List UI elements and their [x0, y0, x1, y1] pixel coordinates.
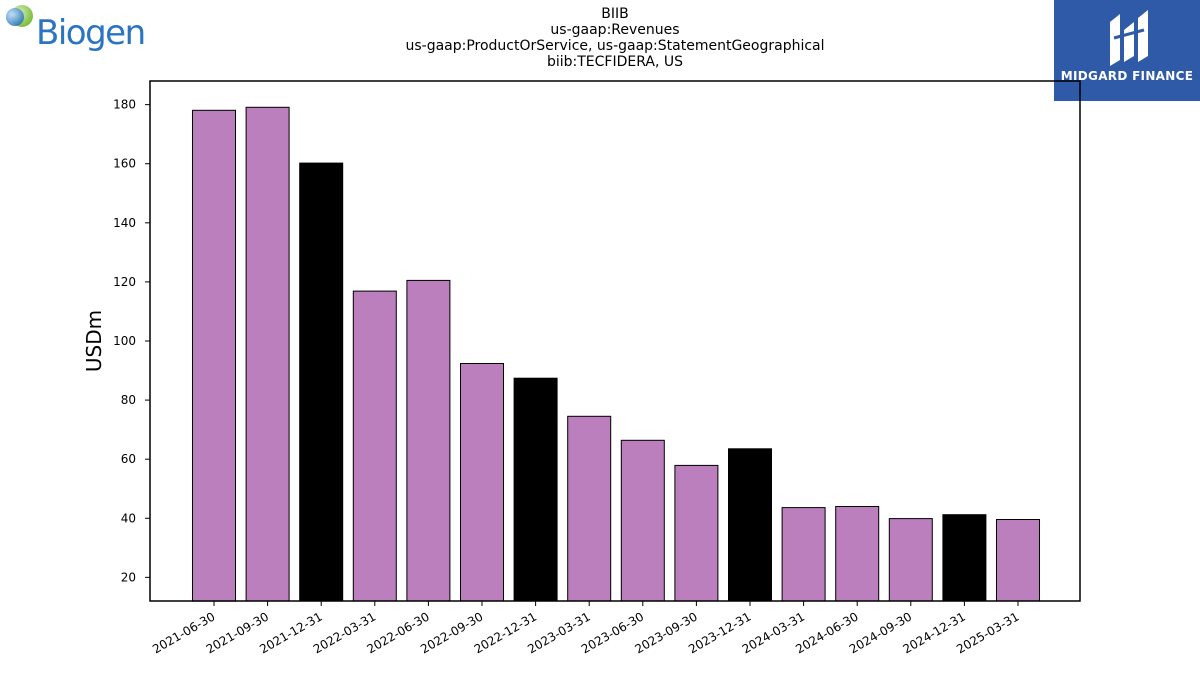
bar-2022-12-31 — [513, 377, 558, 602]
biogen-logo: Biogen — [4, 4, 149, 56]
bar-2021-09-30 — [245, 106, 290, 602]
bar-2023-09-30 — [674, 464, 719, 602]
bar-2023-03-31 — [567, 415, 612, 602]
y-tick-label: 60 — [121, 452, 136, 466]
chart-title-line-3: us-gaap:ProductOrService, us-gaap:Statem… — [405, 38, 825, 54]
biogen-brand-text: Biogen — [36, 13, 146, 53]
bar-2022-03-31 — [352, 290, 397, 602]
bar-2021-06-30 — [192, 109, 236, 602]
chart-title-line-4: biib:TECFIDERA, US — [546, 54, 684, 70]
bar-2024-03-31 — [781, 507, 826, 602]
y-tick-label: 120 — [113, 275, 136, 289]
y-tick-label: 80 — [121, 393, 136, 407]
bar-2024-12-31 — [942, 514, 987, 602]
bar-2022-06-30 — [406, 279, 451, 602]
y-axis-label: USDm — [82, 310, 106, 372]
midgard-brand-text: MIDGARD FINANCE — [1060, 69, 1194, 83]
bar-2023-06-30 — [620, 439, 665, 602]
y-tick-label: 140 — [113, 216, 136, 230]
y-tick-label: 20 — [121, 570, 136, 584]
y-tick-label: 40 — [121, 511, 136, 525]
bar-2025-03-31 — [996, 519, 1040, 602]
y-tick-label: 160 — [113, 157, 136, 171]
chart-title-line-2: us-gaap:Revenues — [550, 22, 680, 38]
chart-title-line-1: BIIB — [601, 6, 629, 22]
midgard-finance-logo: MIDGARD FINANCE — [1054, 0, 1200, 101]
biogen-sphere-icon — [6, 5, 33, 27]
bar-2024-09-30 — [888, 518, 933, 602]
bar-2021-12-31 — [299, 162, 344, 602]
midgard-mark-icon — [1110, 10, 1148, 66]
bar-2022-09-30 — [460, 363, 504, 602]
y-tick-label: 180 — [113, 98, 136, 112]
y-tick-label: 100 — [113, 334, 136, 348]
bar-2024-06-30 — [835, 506, 880, 602]
bar-2023-12-31 — [728, 448, 772, 602]
